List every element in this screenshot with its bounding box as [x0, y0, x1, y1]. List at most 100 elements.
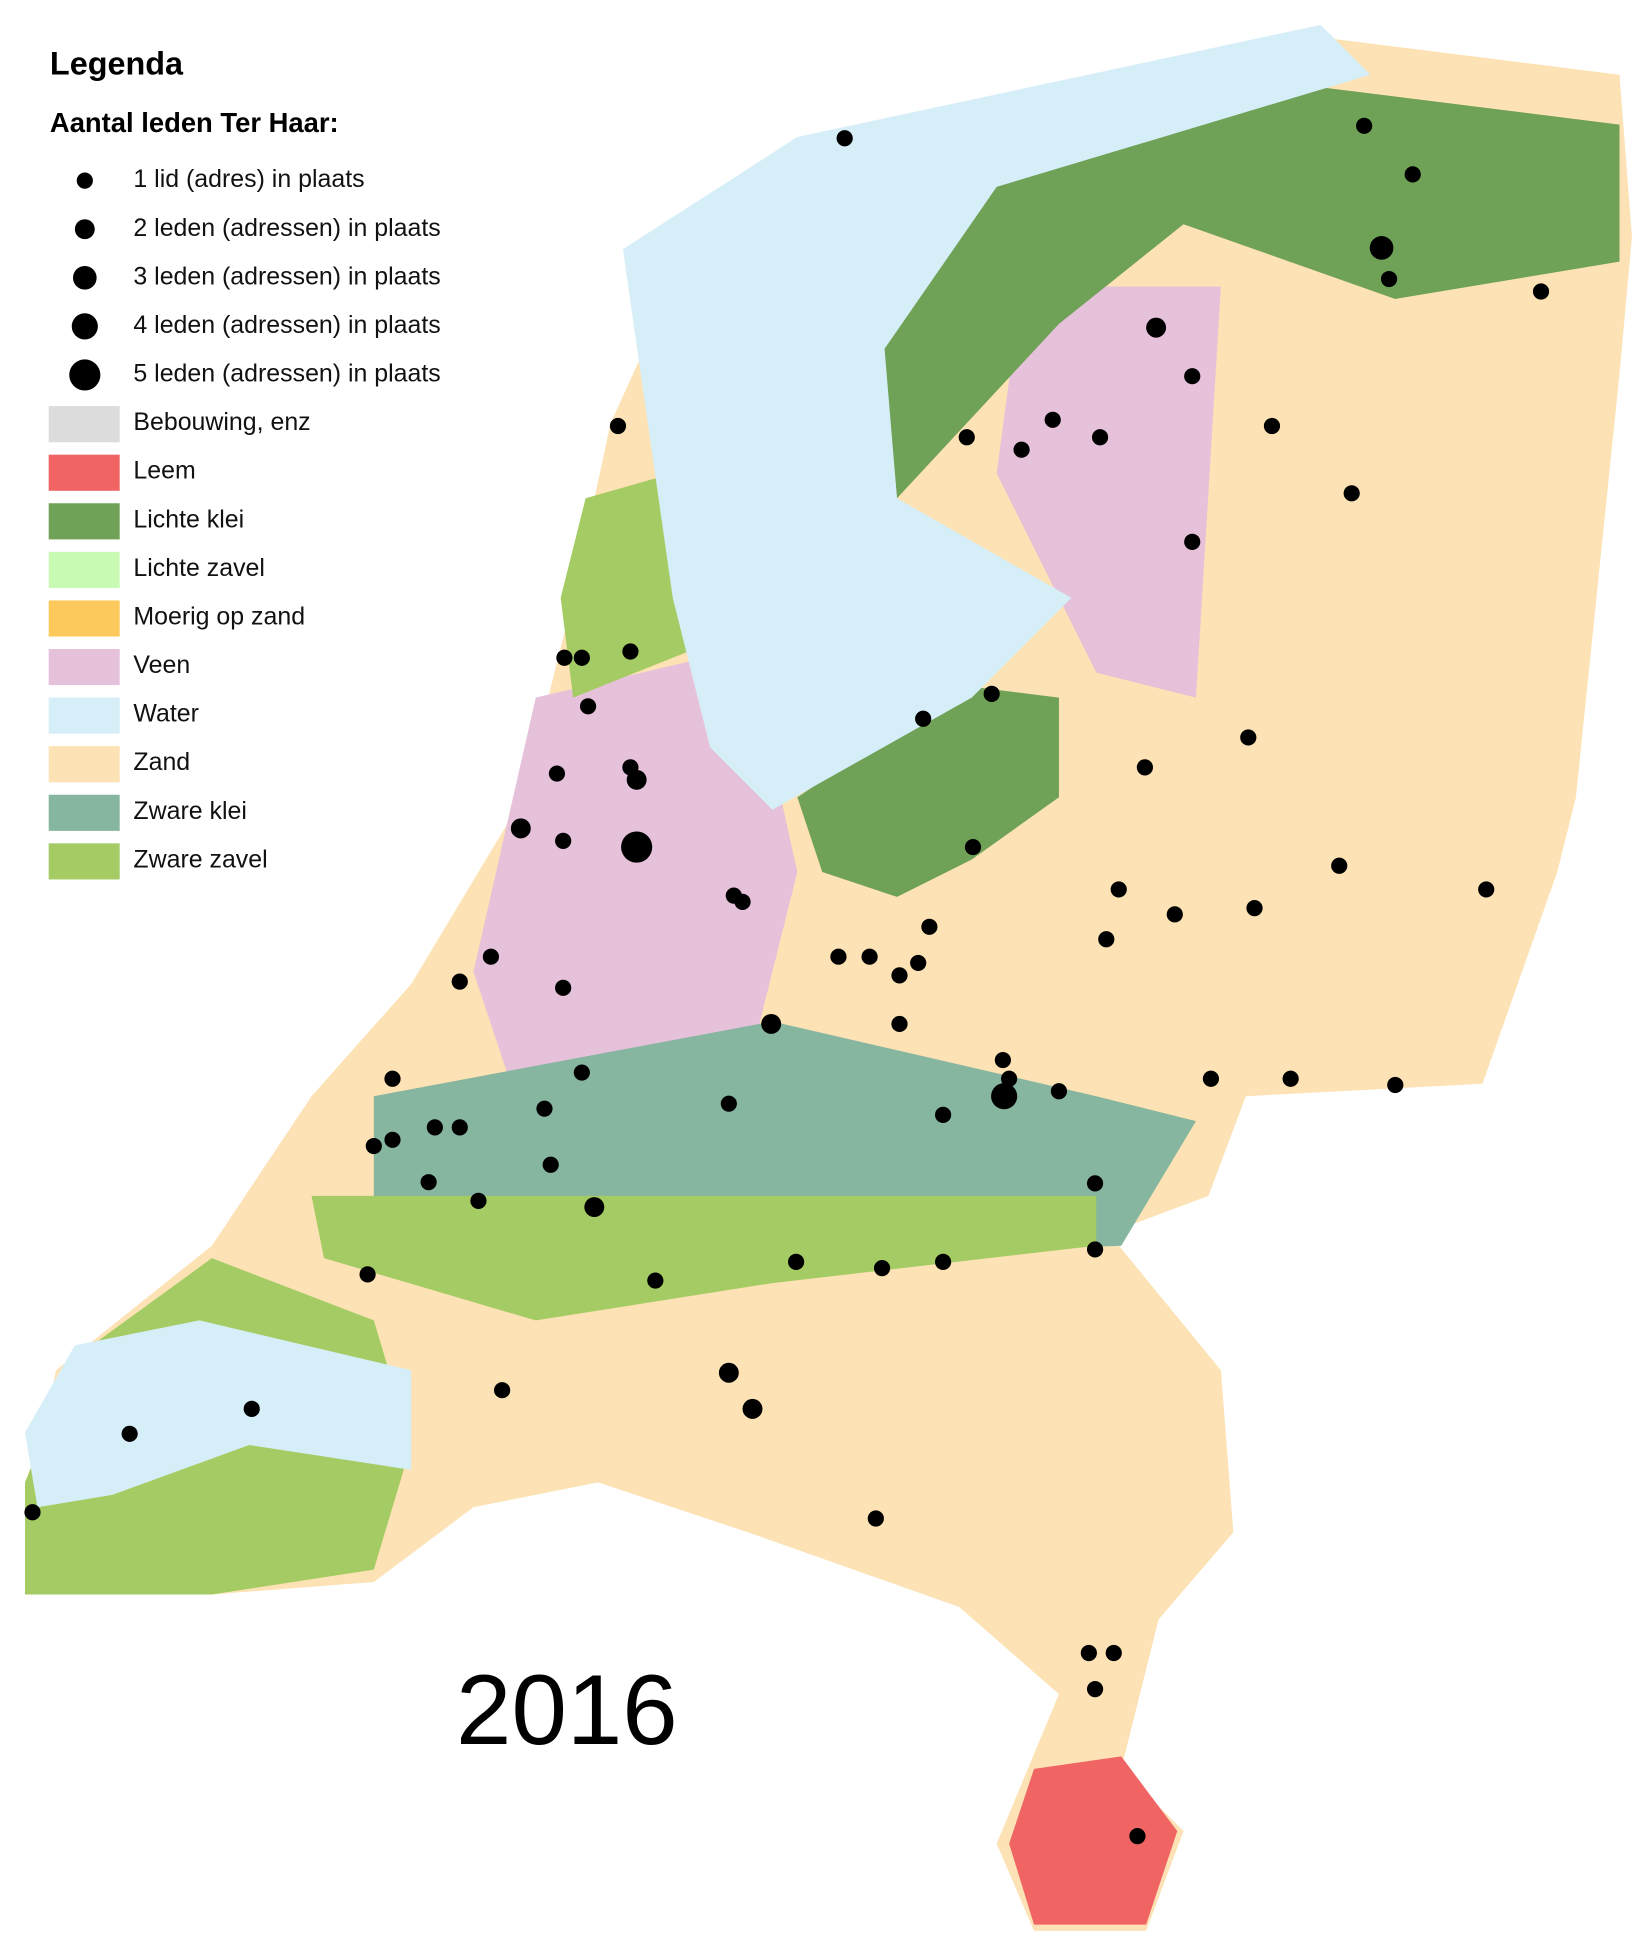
member-dot	[1369, 236, 1394, 260]
member-dot	[1240, 729, 1257, 746]
member-dot	[873, 1260, 891, 1277]
legend-dot	[72, 265, 97, 290]
member-dot	[584, 1197, 605, 1218]
member-dot	[536, 1100, 553, 1117]
legend-swatch	[48, 406, 120, 443]
member-dot	[622, 643, 639, 660]
member-dot	[555, 832, 572, 849]
member-dot	[991, 1083, 1018, 1110]
member-dot	[420, 1174, 437, 1191]
legend: Legenda Aantal leden Ter Haar: 1 lid (ad…	[48, 46, 441, 880]
member-dot	[542, 1156, 559, 1173]
member-dot	[910, 954, 927, 972]
legend-swatch	[48, 503, 120, 540]
land	[25, 37, 1632, 1931]
member-dot	[1105, 1644, 1122, 1662]
legend-class-label: Zand	[133, 748, 190, 776]
member-dot	[1080, 1644, 1097, 1662]
member-dot	[921, 918, 938, 935]
member-dot	[958, 429, 975, 446]
member-dot	[548, 765, 566, 782]
member-dot	[1091, 429, 1109, 446]
legend-swatch	[48, 746, 120, 783]
member-dot	[609, 417, 627, 435]
member-dot	[1146, 317, 1167, 338]
member-dot	[734, 893, 751, 910]
member-dot	[1532, 283, 1550, 300]
member-dot	[1387, 1076, 1404, 1094]
member-dot	[1263, 417, 1281, 435]
member-dot	[365, 1137, 382, 1155]
legend-size-label: 3 leden (adressen) in plaats	[133, 262, 440, 290]
member-dot	[983, 685, 1000, 702]
member-dot	[1356, 117, 1373, 134]
member-dots	[24, 117, 1550, 1845]
member-dot	[861, 948, 878, 965]
water-zeeland	[25, 1320, 412, 1508]
legend-subtitle: Aantal leden Ter Haar:	[50, 107, 339, 138]
member-dot	[494, 1382, 511, 1399]
legend-class-label: Bebouwing, enz	[133, 408, 310, 436]
member-dot	[482, 948, 500, 965]
land-flevoland	[797, 685, 1059, 897]
legend-class-label: Zware klei	[133, 797, 247, 825]
member-dot	[1166, 906, 1183, 923]
legend-class-label: Veen	[133, 651, 190, 679]
member-dot	[964, 838, 982, 856]
legend-title: Legenda	[50, 46, 184, 82]
legend-swatch	[48, 649, 120, 686]
member-dot	[836, 130, 853, 147]
member-dot	[426, 1119, 443, 1136]
member-dot	[1044, 411, 1061, 428]
member-dot	[451, 1119, 468, 1136]
land-clay-north	[872, 87, 1620, 499]
member-dot	[788, 1253, 805, 1270]
legend-dot	[74, 219, 95, 240]
legend-dot	[71, 313, 98, 340]
member-dot	[384, 1131, 401, 1148]
member-dot	[891, 967, 908, 984]
legend-swatch	[48, 551, 120, 588]
member-dot	[470, 1192, 487, 1209]
legend-class-label: Leem	[133, 457, 195, 485]
member-dot	[121, 1425, 138, 1442]
member-dot	[994, 1051, 1011, 1069]
member-dot	[761, 1013, 782, 1034]
member-dot	[24, 1504, 41, 1521]
member-dot	[1184, 368, 1201, 385]
member-dot	[718, 1362, 739, 1383]
legend-size-label: 4 leden (adressen) in plaats	[133, 311, 440, 339]
member-dot	[359, 1266, 376, 1283]
member-dot	[1343, 485, 1360, 502]
member-dot	[742, 1398, 763, 1419]
member-dot	[934, 1253, 952, 1270]
legend-class-label: Lichte zavel	[133, 554, 265, 582]
member-dot	[1404, 166, 1421, 183]
legend-swatch	[48, 794, 120, 831]
member-dot	[621, 831, 653, 863]
member-dot	[1086, 1241, 1104, 1258]
legend-swatch	[48, 697, 120, 734]
land-limburg-leem	[1009, 1756, 1178, 1925]
member-dot	[1136, 759, 1153, 776]
member-dot	[891, 1015, 908, 1033]
member-dot	[1110, 881, 1127, 898]
legend-swatch	[48, 843, 120, 880]
legend-dot	[69, 359, 101, 391]
member-dot	[510, 818, 531, 839]
member-dot	[934, 1106, 952, 1123]
member-dot	[556, 649, 573, 666]
member-dot	[915, 710, 932, 727]
legend-size-label: 1 lid (adres) in plaats	[133, 165, 364, 193]
member-dot	[384, 1070, 401, 1087]
member-dot	[1331, 857, 1348, 874]
member-dot	[1380, 270, 1398, 288]
member-dot	[573, 649, 590, 666]
member-dot	[830, 948, 847, 965]
land-sand	[25, 37, 1632, 1931]
member-dot	[720, 1095, 737, 1112]
year-label: 2016	[456, 1655, 678, 1766]
legend-class-label: Moerig op zand	[133, 602, 305, 630]
